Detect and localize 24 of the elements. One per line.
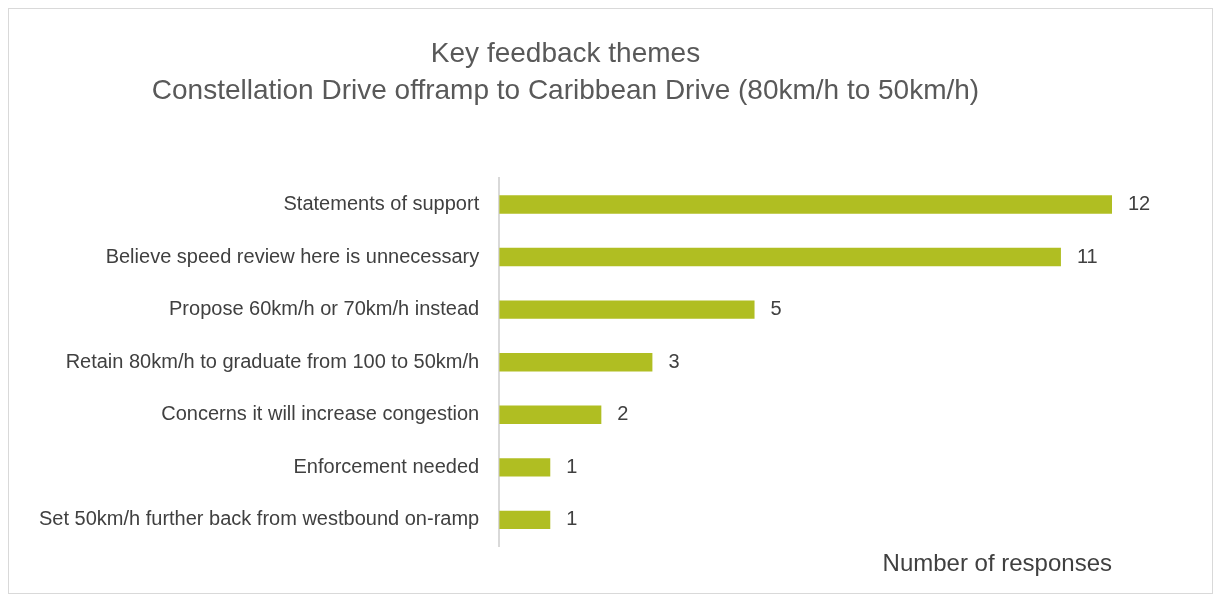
chart-subtitle: Constellation Drive offramp to Caribbean Drive (80km/h to 50km/h) — [151, 74, 980, 106]
data-label: 5 — [770, 297, 782, 320]
y-tick-label: Statements of support — [283, 192, 480, 214]
data-label: 1 — [566, 507, 578, 530]
bar — [499, 510, 551, 530]
y-tick-label: Believe speed review here is unnecessary — [105, 244, 480, 267]
data-label: 12 — [1128, 192, 1151, 214]
bar — [499, 353, 653, 372]
y-tick-label: Concerns it will increase congestion — [161, 402, 480, 425]
bar — [499, 458, 551, 477]
y-tick-label: Enforcement needed — [293, 454, 480, 477]
data-label: 2 — [617, 402, 629, 425]
y-tick-label: Propose 60km/h or 70km/h instead — [169, 297, 480, 320]
bar — [499, 195, 1112, 214]
bar — [499, 300, 755, 319]
bar — [499, 405, 602, 424]
chart-title: Key feedback themes — [430, 36, 701, 68]
y-tick-label: Set 50km/h further back from westbound on-ramp — [38, 507, 480, 530]
bar — [499, 247, 1061, 267]
y-tick-label: Retain 80km/h to graduate from 100 to 50km/h — [65, 349, 480, 372]
data-label: 3 — [668, 349, 680, 372]
data-label: 1 — [566, 454, 578, 477]
data-label: 11 — [1076, 244, 1098, 267]
x-axis-title: Number of responses — [882, 549, 1112, 577]
